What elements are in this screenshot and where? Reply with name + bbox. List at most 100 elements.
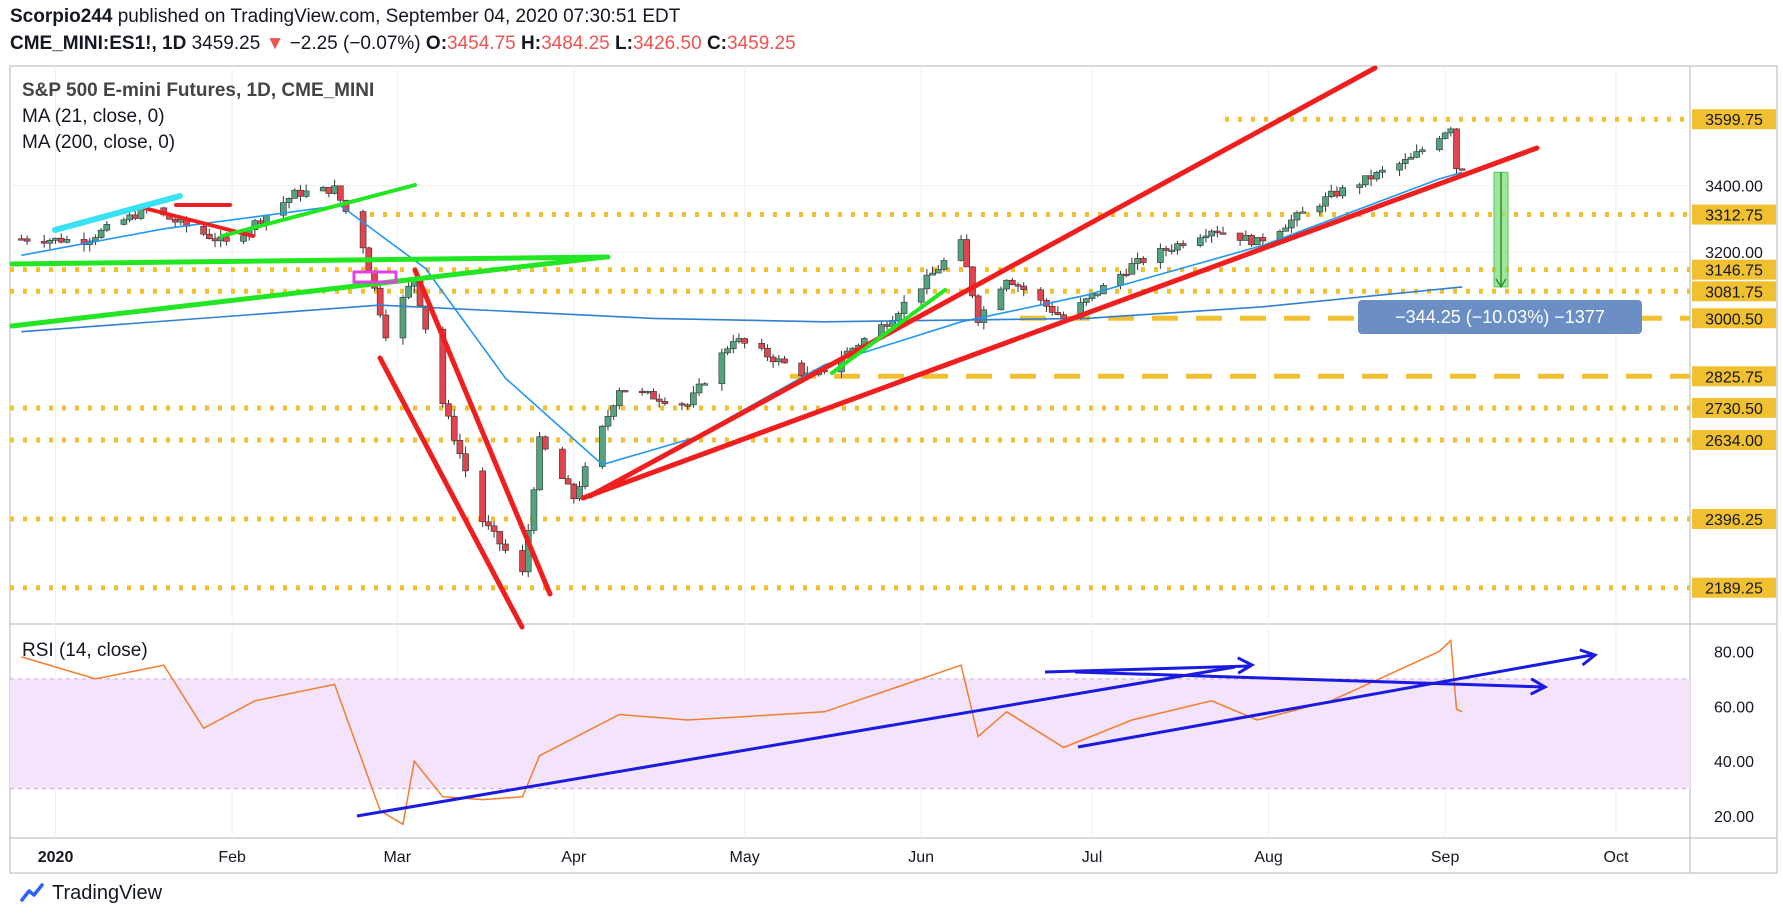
candle-body	[200, 225, 207, 235]
rsi-legend[interactable]: RSI (14, close)	[22, 640, 148, 661]
y-tick-label: 3312.75	[1705, 208, 1763, 225]
x-tick-label: 2020	[38, 849, 74, 866]
measure-tool: −344.25 (−10.03%) −1377	[1358, 171, 1642, 334]
crash-channel-lower	[377, 355, 525, 630]
candle-body	[1458, 168, 1466, 171]
level-price-tag	[1692, 429, 1776, 450]
rsi-arrowhead	[1237, 656, 1256, 675]
candle-body	[798, 362, 805, 377]
candle-body	[963, 239, 971, 268]
author-name[interactable]: Scorpio244	[10, 6, 113, 27]
candle-body	[775, 358, 783, 363]
candle-body	[1162, 248, 1170, 251]
y-tick-label: 3146.75	[1705, 263, 1763, 280]
candle-body	[564, 478, 572, 485]
down-arrow-icon: ▼	[265, 33, 285, 54]
level-price-tag	[1692, 366, 1776, 387]
level-price-tag	[1692, 508, 1776, 529]
candle-body	[399, 296, 407, 339]
candle-body	[895, 313, 902, 321]
y-tick-label: 3081.75	[1705, 284, 1763, 301]
symbol-name: CME_MINI:ES1!, 1D	[10, 33, 187, 54]
rsi-trend-line	[1044, 664, 1251, 674]
rsi-line	[21, 638, 1463, 826]
rsi-trend-line	[1077, 653, 1593, 749]
candle-body	[1293, 212, 1301, 221]
close-label: C:	[706, 33, 727, 54]
candle-body	[131, 214, 139, 219]
candle-body	[18, 238, 25, 241]
candle-body	[240, 235, 247, 242]
measure-arrow-head	[1495, 278, 1507, 289]
x-tick-label: Sep	[1431, 849, 1460, 866]
ma200-line	[21, 286, 1463, 333]
candle-body	[729, 341, 737, 350]
candle-body	[1401, 158, 1409, 164]
ma21-legend[interactable]: MA (21, close, 0)	[22, 106, 165, 127]
brand-name[interactable]: TradingView	[52, 881, 163, 904]
candle-body	[1094, 293, 1102, 296]
y-tick-label: 2396.25	[1705, 512, 1763, 529]
candle-body	[917, 288, 925, 303]
candle-body	[690, 392, 697, 406]
candle-body	[1139, 258, 1147, 263]
candle-body	[1356, 184, 1363, 188]
green-support-line	[9, 254, 611, 267]
candle-body	[337, 185, 344, 201]
rsi-arrowhead	[1579, 648, 1599, 667]
candle-body	[655, 398, 663, 402]
candle-body	[974, 295, 982, 323]
rsi-tick-label: 80.00	[1714, 644, 1754, 661]
candle-body	[1174, 243, 1181, 251]
candle-body	[450, 415, 458, 441]
change-value: −2.25 (−0.07%)	[289, 33, 421, 54]
rsi-arrowhead	[1530, 677, 1549, 696]
rsi-pane	[21, 638, 1599, 826]
candle-body	[97, 229, 105, 238]
candle-body	[1419, 149, 1426, 152]
close-value: 3459.25	[727, 33, 796, 54]
candle-body	[1202, 235, 1210, 239]
candle-body	[781, 358, 788, 364]
candle-body	[536, 436, 543, 491]
ma200-legend[interactable]: MA (200, close, 0)	[22, 132, 176, 153]
candle-body	[1316, 205, 1324, 213]
candle-body	[934, 269, 942, 274]
y-tick-label: 2634.00	[1705, 433, 1763, 450]
candle-body	[1157, 248, 1164, 263]
candle-body	[1128, 263, 1136, 275]
candle-body	[1299, 211, 1307, 214]
candle-body	[257, 220, 264, 224]
candle-body	[285, 198, 293, 203]
candle-body	[405, 285, 412, 298]
candle-body	[1179, 243, 1187, 246]
candle-body	[1441, 132, 1449, 139]
candle-body	[223, 236, 230, 242]
x-tick-label: Jul	[1082, 849, 1102, 866]
y-tick-label: 3599.75	[1705, 112, 1763, 129]
level-price-tag	[1692, 281, 1776, 302]
candle-body	[1048, 305, 1056, 313]
candle-body	[1236, 232, 1244, 241]
candle-body	[439, 328, 447, 404]
measure-label-text: −344.25 (−10.03%) −1377	[1395, 307, 1605, 327]
trend-lines	[9, 65, 1540, 630]
candle-body	[1327, 190, 1335, 198]
candle-body	[1214, 230, 1221, 234]
footer: TradingView	[20, 880, 162, 906]
rsi-trend-line	[356, 665, 1236, 818]
candles	[18, 126, 1466, 578]
high-label: H:	[521, 33, 542, 54]
candle-body	[456, 440, 464, 454]
candle-body	[1333, 190, 1341, 197]
open-label: O:	[425, 33, 448, 54]
x-tick-label: Oct	[1604, 849, 1629, 866]
candle-body	[206, 233, 213, 239]
candle-body	[718, 352, 726, 385]
candle-body	[695, 383, 703, 394]
candle-body	[764, 347, 771, 358]
y-tick-label: 3200.00	[1705, 245, 1763, 262]
rsi-tick-label: 60.00	[1714, 699, 1754, 716]
low-label: L:	[615, 33, 633, 54]
